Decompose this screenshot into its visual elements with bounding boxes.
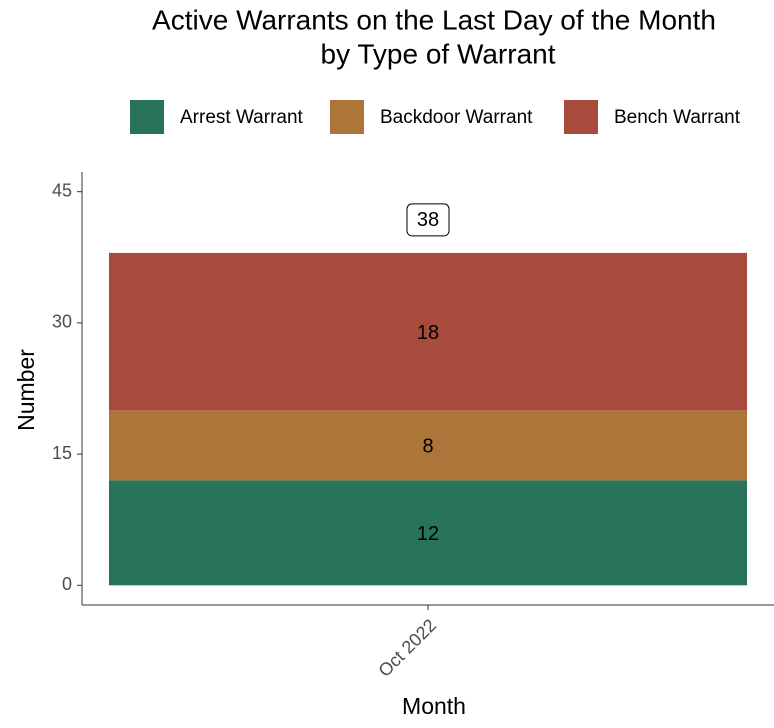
value-label: 12	[417, 523, 439, 545]
chart-title: Active Warrants on the Last Day of the M…	[152, 4, 716, 35]
bar-segment	[108, 410, 748, 481]
y-tick-label: 30	[52, 312, 72, 332]
value-label: 18	[417, 322, 439, 344]
legend-label: Bench Warrant	[614, 107, 741, 128]
y-axis-label: Number	[13, 349, 39, 431]
legend-swatch	[564, 100, 598, 134]
total-label-box	[406, 203, 450, 237]
legend-label: Arrest Warrant	[180, 107, 304, 128]
y-tick-label: 0	[62, 574, 72, 594]
chart-title: by Type of Warrant	[321, 38, 556, 69]
x-axis-label: Month	[402, 693, 466, 719]
value-label: 8	[422, 436, 433, 458]
x-tick-label: Oct 2022	[374, 615, 440, 681]
y-tick-label: 15	[52, 443, 72, 463]
legend-label: Backdoor Warrant	[380, 107, 533, 128]
legend-swatch	[330, 100, 364, 134]
total-label: 38	[417, 209, 439, 231]
bar-segment	[108, 480, 748, 586]
bar-segment	[108, 252, 748, 411]
y-tick-label: 45	[52, 180, 72, 200]
legend-swatch	[130, 100, 164, 134]
